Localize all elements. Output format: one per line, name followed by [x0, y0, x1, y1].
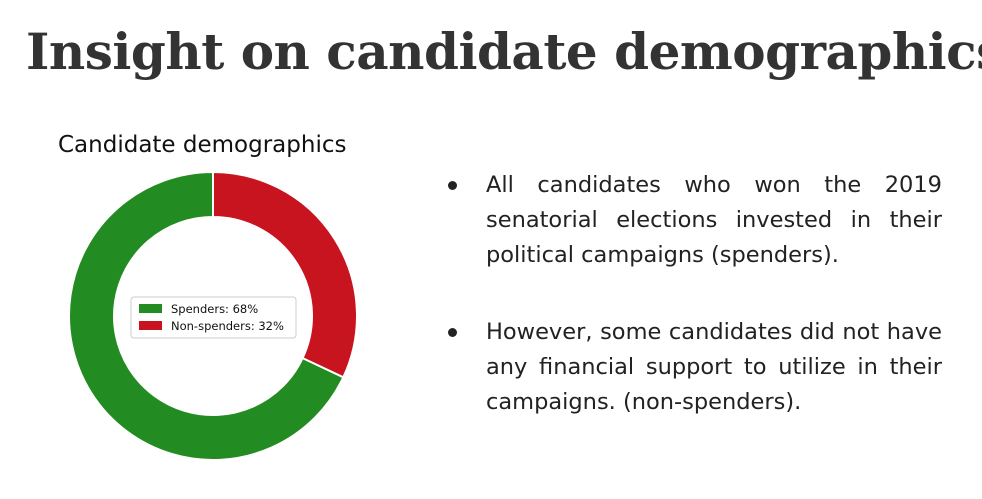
bullet-dot-icon [448, 181, 457, 190]
insight-list: All candidates who won the 2019 senatori… [442, 168, 942, 420]
legend-swatch-non-spenders [139, 321, 162, 330]
insight-item-spenders: All candidates who won the 2019 senatori… [442, 168, 942, 273]
legend-label-non-spenders: Non-spenders: 32% [171, 319, 284, 333]
insight-text: All candidates who won the 2019 senatori… [486, 172, 942, 268]
bullet-dot-icon [448, 328, 457, 337]
chart-title: Candidate demographics [58, 132, 347, 158]
insight-text: However, some candidates did not have an… [486, 319, 942, 415]
page-title: Insight on candidate demographics [26, 22, 982, 81]
donut-slice-spenders [68, 170, 345, 461]
legend-swatch-spenders [139, 304, 162, 313]
legend-box [130, 296, 297, 339]
legend-label-spenders: Spenders: 68% [171, 302, 258, 316]
donut-slice-non-spenders [212, 170, 358, 379]
chart-legend: Spenders: 68% Non-spenders: 32% [130, 296, 297, 339]
donut-chart: Spenders: 68% Non-spenders: 32% [68, 170, 358, 461]
donut-slices [68, 170, 358, 461]
insight-item-non-spenders: However, some candidates did not have an… [442, 315, 942, 420]
